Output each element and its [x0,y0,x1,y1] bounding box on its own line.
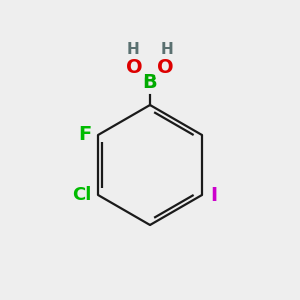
Text: I: I [210,185,218,205]
Text: Cl: Cl [72,186,91,204]
Text: O: O [157,58,174,77]
Text: H: H [160,42,173,57]
Text: H: H [127,42,140,57]
Text: F: F [78,125,91,145]
Text: O: O [126,58,143,77]
Text: B: B [142,73,158,92]
